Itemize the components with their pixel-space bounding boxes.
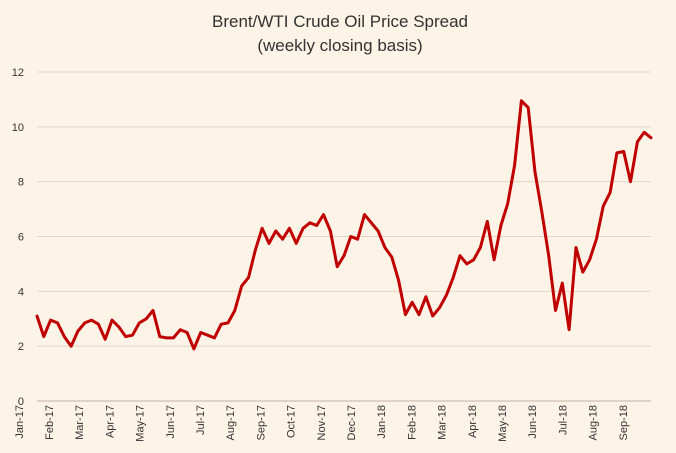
x-tick-label: Jan-18 xyxy=(376,405,388,439)
x-tick-label: Aug-17 xyxy=(225,405,237,440)
axes: 0 2 4 6 8 10 12 Jan-17 Feb-17 Mar-17 Apr-17 May-17 J… xyxy=(12,67,651,442)
y-tick-label: 10 xyxy=(12,122,24,134)
y-tick-label: 0 xyxy=(18,396,24,408)
chart-subtitle: (weekly closing basis) xyxy=(257,36,422,55)
x-tick-label: Jul-17 xyxy=(195,405,207,435)
x-tick-label: Dec-17 xyxy=(346,405,358,440)
x-tick-label: Oct-17 xyxy=(286,405,298,438)
x-tick-label: Aug-18 xyxy=(588,405,600,440)
series-line xyxy=(35,99,653,351)
x-tick-label: Jun-18 xyxy=(527,405,539,439)
x-tick-label: Apr-18 xyxy=(467,405,479,438)
chart-title: Brent/WTI Crude Oil Price Spread xyxy=(212,12,468,31)
x-tick-label: Jan-17 xyxy=(14,405,26,439)
x-tick-label: May-18 xyxy=(497,405,509,442)
x-tick-label: Sep-17 xyxy=(255,405,267,440)
x-tick-label: Feb-17 xyxy=(44,405,56,440)
x-tick-label: Feb-18 xyxy=(406,405,418,440)
y-tick-label: 12 xyxy=(12,67,24,79)
y-tick-label: 4 xyxy=(18,286,24,298)
x-tick-label: Sep-18 xyxy=(618,405,630,440)
x-tick-label: Mar-18 xyxy=(437,405,449,440)
series-layer xyxy=(35,99,653,351)
x-tick-label: Apr-17 xyxy=(104,405,116,438)
gridlines xyxy=(37,71,651,347)
y-tick-label: 8 xyxy=(18,177,24,189)
y-tick-label: 6 xyxy=(18,232,24,244)
x-tick-label: Mar-17 xyxy=(74,405,86,440)
x-tick-label: Jun-17 xyxy=(165,405,177,439)
x-tick-label: Jul-18 xyxy=(557,405,569,435)
x-tick-label: Nov-17 xyxy=(316,405,328,440)
x-tick-label: May-17 xyxy=(135,405,147,442)
y-tick-label: 2 xyxy=(18,341,24,353)
